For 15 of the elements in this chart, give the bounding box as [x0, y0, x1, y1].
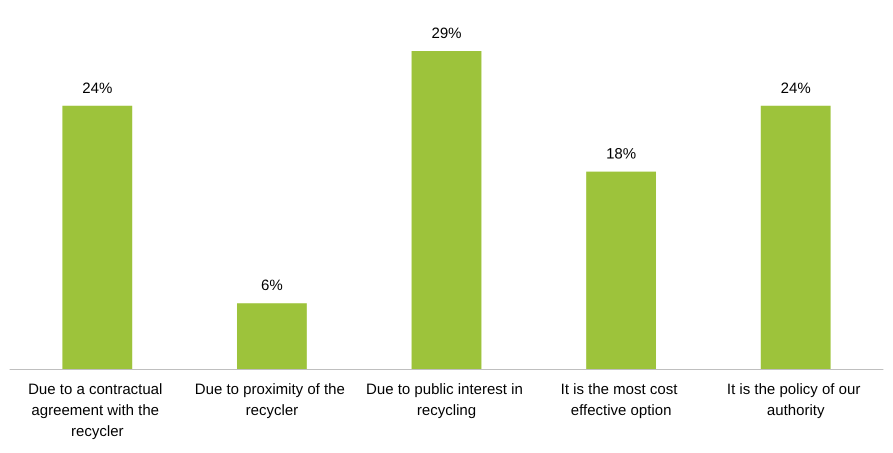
x-tick-label: Due to proximity of the recycler: [194, 381, 350, 419]
bar: [586, 172, 656, 369]
bar: [412, 50, 482, 369]
data-label: 24%: [82, 80, 112, 97]
x-tick-label: Due to a contractual agreement with the recycler: [28, 381, 167, 440]
data-label: 29%: [431, 24, 462, 42]
bar: [236, 303, 307, 369]
data-label: 24%: [780, 80, 811, 97]
x-tick-label: It is the policy of our authority: [726, 381, 864, 419]
bar: [62, 106, 132, 369]
data-label: 18%: [606, 146, 636, 163]
bar: [760, 106, 831, 369]
x-tick-label: Due to public interest in recycling: [366, 381, 527, 419]
data-label: 6%: [261, 277, 283, 294]
x-tick-label: It is the most cost effective option: [560, 381, 682, 419]
